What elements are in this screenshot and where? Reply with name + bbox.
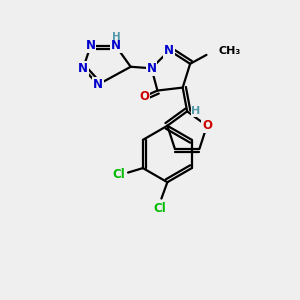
Text: Cl: Cl [154,202,166,214]
Text: Cl: Cl [112,167,125,181]
Text: N: N [111,40,121,52]
Text: N: N [146,62,157,75]
Text: H: H [112,32,121,42]
Text: N: N [164,44,174,57]
Text: H: H [191,106,201,116]
Text: N: N [78,62,88,75]
Text: N: N [85,40,96,52]
Text: N: N [93,78,103,91]
Text: O: O [139,90,149,103]
Text: O: O [202,119,212,132]
Text: CH₃: CH₃ [219,46,241,56]
